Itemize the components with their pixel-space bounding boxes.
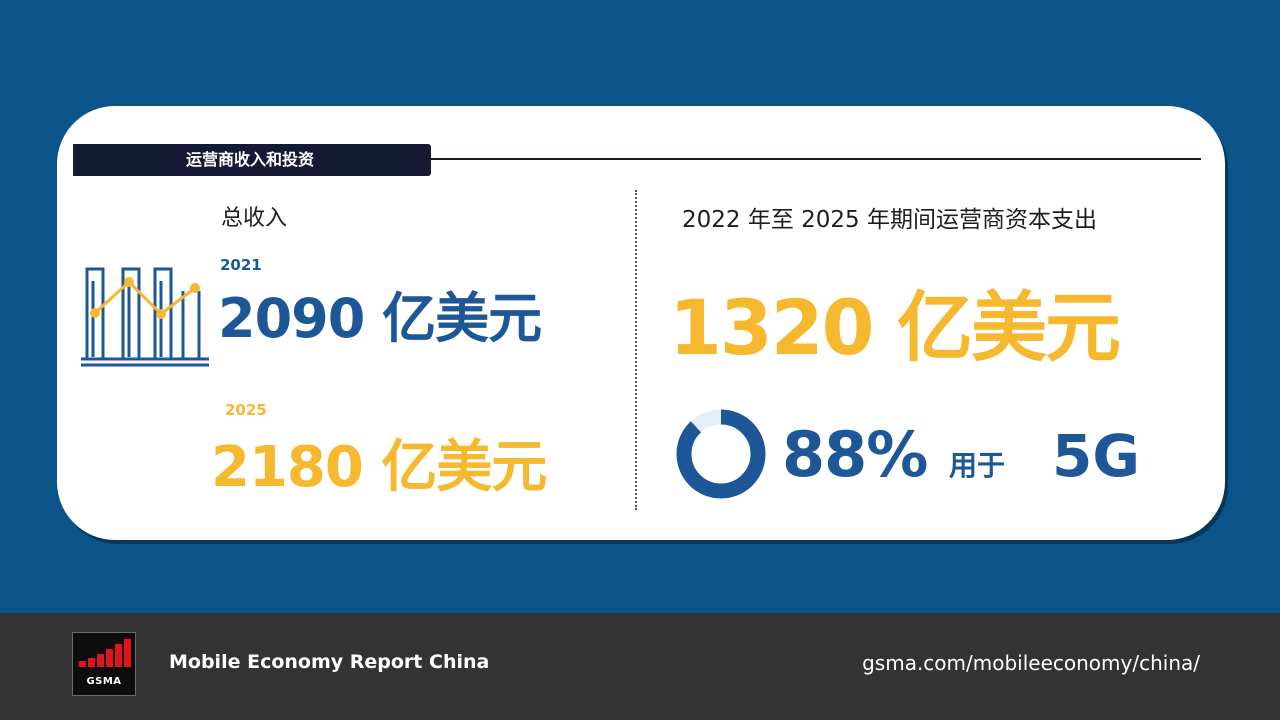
footer-bar: GSMA Mobile Economy Report China gsma.co… [0, 613, 1280, 720]
logo-text: GSMA [86, 676, 122, 687]
section-rule [431, 158, 1201, 160]
logo-bars-icon [79, 639, 131, 667]
revenue-year-2021: 2021 [220, 256, 262, 274]
report-title: Mobile Economy Report China [169, 651, 490, 673]
bar-line-chart-icon [81, 267, 209, 367]
capex-share-connector: 用于 [949, 449, 1006, 482]
capex-label: 2022 年至 2025 年期间运营商资本支出 [682, 207, 1097, 233]
section-tag: 运营商收入和投资 [73, 144, 431, 176]
donut-ring-fill [676, 409, 766, 499]
capex-value: 1320 亿美元 [669, 283, 1121, 372]
capex-share-percent: 88% [782, 418, 928, 491]
capex-share-target: 5G [1052, 422, 1140, 490]
revenue-value-2021: 2090 亿美元 [218, 287, 542, 350]
total-revenue-label: 总收入 [221, 206, 288, 231]
dotted-divider [635, 190, 637, 510]
revenue-year-2025: 2025 [225, 401, 267, 419]
content-card: 运营商收入和投资 总收入 2021 2090 亿美元 2025 2180 亿美元 [57, 106, 1225, 540]
revenue-value-2025: 2180 亿美元 [211, 435, 547, 500]
donut-ring-icon [676, 409, 766, 499]
report-url[interactable]: gsma.com/mobileeconomy/china/ [862, 651, 1200, 675]
gsma-logo-icon: GSMA [72, 632, 136, 696]
